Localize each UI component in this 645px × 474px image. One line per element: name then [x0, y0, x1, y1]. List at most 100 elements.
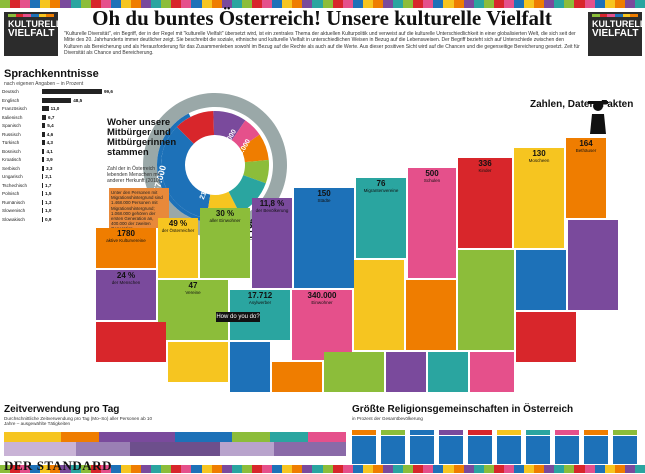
strip-segment	[534, 0, 545, 8]
tile-figure: 30 %	[215, 209, 235, 218]
strip-segment	[493, 465, 504, 473]
strip-segment	[312, 0, 323, 8]
brand-logo: DER STANDARD	[4, 458, 112, 473]
strip-segment	[594, 0, 605, 8]
language-name: Kroatisch	[2, 157, 22, 162]
mosaic-tile: 164 Bethäuser	[566, 138, 606, 218]
tile-text: Moscheen	[528, 158, 550, 163]
tile-text: Asylwerber	[248, 300, 272, 305]
mosaic-tile	[386, 352, 426, 392]
tile-text: Schulen	[423, 178, 441, 183]
strip-segment	[599, 14, 608, 17]
time-segment	[274, 442, 346, 456]
strip-segment	[574, 0, 585, 8]
strip-segment	[181, 465, 192, 473]
religion-bar-minor	[555, 430, 579, 435]
strip-segment	[151, 465, 162, 473]
strip-segment	[161, 0, 172, 8]
strip-segment	[0, 465, 11, 473]
strip-segment	[221, 465, 232, 473]
language-name: Englisch	[2, 97, 20, 103]
religion-bar	[352, 436, 376, 464]
language-value: 1,3	[45, 199, 52, 205]
strip-segment	[31, 14, 39, 17]
language-bar	[42, 199, 43, 205]
language-name: Polnisch	[2, 191, 20, 196]
strip-segment	[191, 0, 202, 8]
strip-segment	[201, 465, 212, 473]
strip-segment	[403, 465, 414, 473]
donut-title: Woher unsere Mitbürger und Mitbürgerinne…	[107, 117, 177, 158]
language-value: 3,3	[45, 165, 53, 171]
mosaic-tile	[458, 250, 514, 350]
strip-segment	[584, 0, 595, 8]
religion-bar	[381, 436, 405, 464]
donut-segment	[176, 111, 215, 144]
language-value: 1,0	[45, 208, 52, 213]
strip-segment	[8, 14, 16, 17]
strip-segment	[544, 465, 555, 473]
logo-left: KULTURELLE VIELFALT	[4, 12, 68, 56]
language-bar	[42, 97, 72, 103]
tile-text: der Bevölkerung	[255, 208, 289, 213]
language-value: 48,5	[73, 97, 83, 103]
strip-segment	[453, 465, 464, 473]
tile-figure: 1780	[117, 229, 135, 238]
language-bar	[42, 148, 45, 154]
time-segment	[99, 432, 175, 442]
time-use-bar-2	[4, 442, 346, 456]
strip-segment	[607, 14, 616, 17]
religion-bar-minor	[526, 430, 550, 435]
tile-figure: 340.000	[307, 291, 337, 300]
language-value: 99,6	[104, 89, 113, 94]
strip-segment	[251, 0, 263, 8]
tile-text: der Österreicher	[161, 228, 195, 233]
language-name: Rumänisch	[2, 199, 25, 205]
language-name: Deutsch	[2, 89, 19, 94]
strip-segment	[302, 0, 313, 8]
strip-segment	[332, 465, 343, 473]
religion-bar	[497, 436, 521, 464]
language-name: Russisch	[2, 131, 21, 137]
language-name: Slowenisch	[2, 208, 26, 213]
donut-segment	[213, 111, 246, 141]
strip-segment	[382, 465, 394, 473]
strip-segment	[362, 0, 373, 8]
mosaic-tile: 340.000 Einwohner	[292, 290, 352, 360]
strip-segment	[50, 465, 61, 473]
language-bar	[42, 174, 44, 179]
strip-segment	[100, 0, 111, 8]
religion-bar	[526, 436, 550, 464]
facts-title: Zahlen, Daten, Fakten	[530, 99, 634, 110]
language-bar	[42, 182, 44, 188]
strip-segment	[30, 0, 41, 8]
strip-segment	[70, 0, 81, 8]
strip-segment	[272, 0, 283, 8]
religion-bar-minor	[352, 430, 376, 435]
time-segment	[270, 432, 308, 442]
strip-segment	[592, 14, 600, 17]
language-name: Bosnisch	[2, 148, 21, 154]
tile-text: aller Einwohner	[209, 218, 241, 223]
strip-segment	[574, 465, 585, 473]
strip-segment	[554, 465, 565, 473]
tile-figure: 150	[317, 189, 331, 198]
strip-segment	[231, 0, 242, 8]
page-title: Oh du buntes Österreich! Unsere kulturel…	[92, 6, 552, 30]
languages-title: Sprachkenntnisse	[4, 68, 99, 80]
strip-segment	[423, 0, 434, 8]
time-segment	[232, 432, 270, 442]
strip-segment	[342, 465, 353, 473]
tile-text: Bethäuser	[575, 148, 597, 153]
strip-segment	[262, 465, 273, 473]
logo-right-line2: VIELFALT	[592, 28, 639, 39]
language-value: 4,3	[46, 140, 53, 145]
logo-left-line1: KULTURELLE	[8, 19, 68, 29]
strip-segment	[332, 0, 343, 8]
strip-segment	[181, 0, 192, 8]
tile-figure: 500	[425, 169, 439, 178]
strip-segment	[50, 0, 61, 8]
religion-bar	[468, 436, 492, 464]
strip-segment	[443, 0, 454, 8]
donut-label: 207.000	[195, 165, 220, 172]
